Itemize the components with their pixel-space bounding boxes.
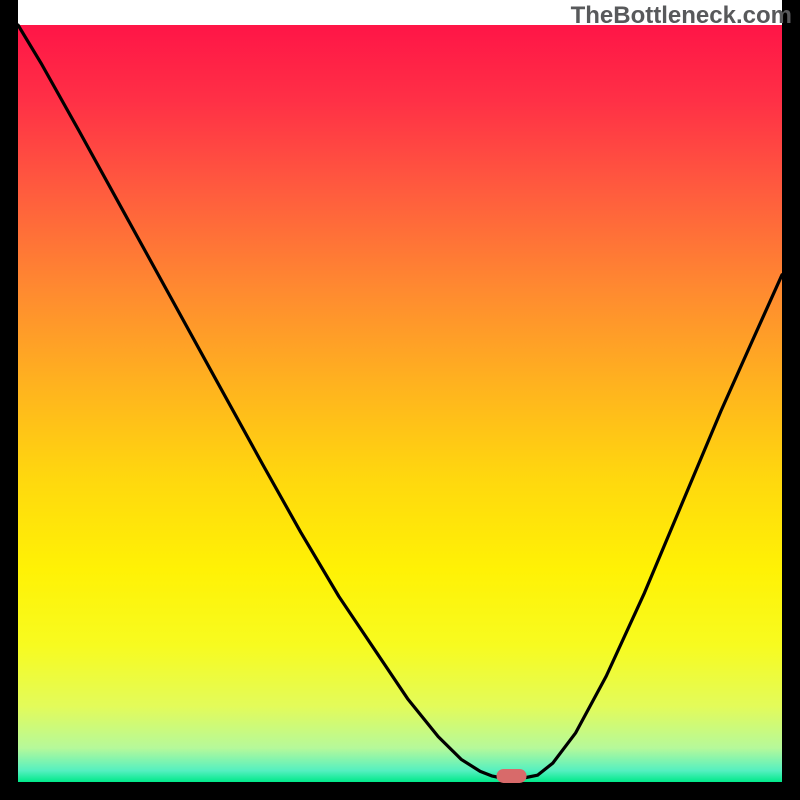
outer-border <box>0 0 18 800</box>
outer-border <box>0 782 800 800</box>
outer-border <box>782 0 800 800</box>
plot-background <box>18 25 782 782</box>
bottleneck-chart: TheBottleneck.com <box>0 0 800 800</box>
watermark-text: TheBottleneck.com <box>571 2 792 30</box>
chart-svg <box>0 0 800 800</box>
optimum-marker <box>497 769 527 783</box>
